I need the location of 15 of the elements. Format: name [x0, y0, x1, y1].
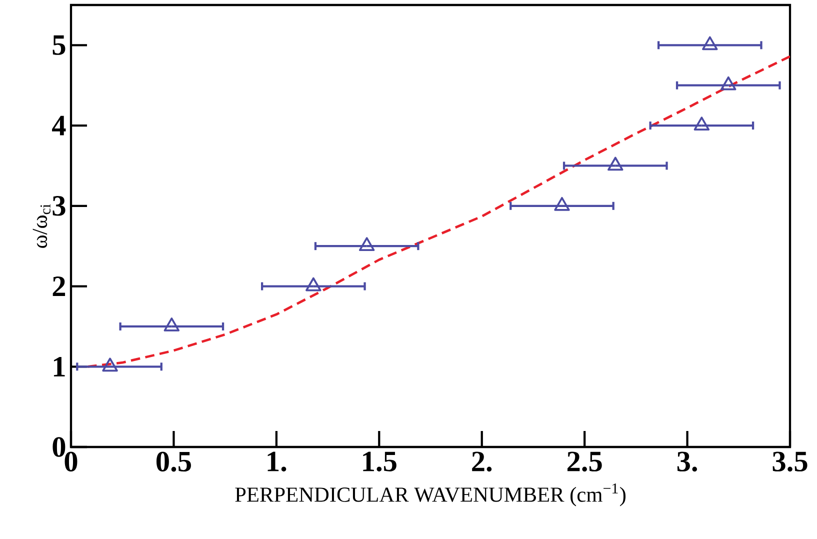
y-tick-label: 4	[52, 116, 66, 136]
y-tick-label: 1	[54, 356, 65, 376]
x-tick-label: 3.	[677, 452, 698, 472]
x-tick-label: 1.5	[363, 452, 396, 472]
x-tick-label: 0.5	[156, 452, 191, 472]
y-tick-label: 2	[52, 276, 66, 296]
y-tick-label: 0	[52, 437, 66, 457]
y-axis-title: ω/ω$_{ci}$	[32, 204, 50, 248]
x-tick-label: 3.5	[772, 452, 808, 472]
x-tick-label: 2.5	[567, 452, 602, 472]
y-tick-label: 5	[52, 35, 66, 55]
x-tick-label: 1.	[268, 452, 286, 472]
x-axis-title: PERPENDICULAR WAVENUMBER (cm$^{−1}$)	[235, 483, 626, 506]
x-tick-label: 2.	[472, 452, 492, 472]
y-tick-label: 3	[52, 196, 66, 216]
